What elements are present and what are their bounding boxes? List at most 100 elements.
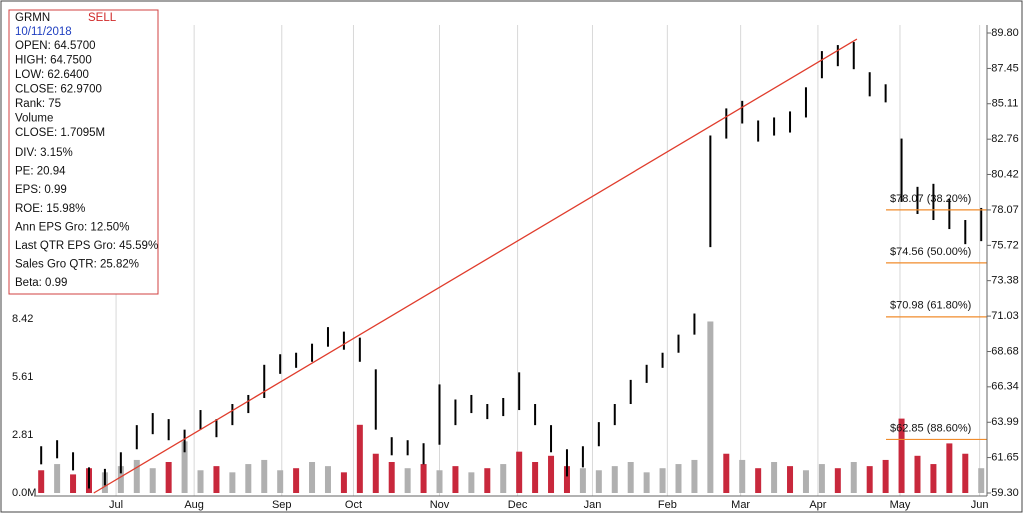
y2-tick-label: 0.0M <box>12 487 36 499</box>
volume-bar <box>356 424 363 493</box>
volume-bar <box>978 468 985 493</box>
fib-label: $62.85 (88.60%) <box>890 422 971 434</box>
fib-label: $70.98 (61.80%) <box>890 300 971 312</box>
volume-bar <box>404 468 411 493</box>
volume-bar <box>579 468 586 493</box>
info-stat: Ann EPS Gro: 12.50% <box>15 221 129 233</box>
volume-bar <box>388 462 395 493</box>
volume-bar <box>309 462 316 493</box>
x-tick-label: May <box>890 499 911 511</box>
volume-bar <box>420 464 427 493</box>
info-stat: DIV: 3.15% <box>15 147 73 159</box>
x-tick-label: Dec <box>508 499 528 511</box>
volume-bar <box>38 470 45 493</box>
volume-bar <box>563 466 570 493</box>
y-tick-label: 85.11 <box>992 98 1019 110</box>
volume-bar <box>707 321 714 493</box>
info-stat: Last QTR EPS Gro: 45.59% <box>15 240 158 252</box>
volume-bar <box>436 470 443 493</box>
volume-bar <box>834 468 841 493</box>
info-box <box>8 9 159 295</box>
y2-tick-label: 8.42 <box>12 313 33 325</box>
volume-bar <box>866 466 873 493</box>
volume-bar <box>181 441 188 493</box>
volume-bar <box>850 462 857 493</box>
y-tick-label: 78.07 <box>991 204 1019 216</box>
info-line: Volume <box>15 113 53 125</box>
fib-label: $74.56 (50.00%) <box>890 246 971 258</box>
y-tick-label: 75.72 <box>991 239 1019 251</box>
volume-bar <box>516 451 523 493</box>
info-line: OPEN: 64.5700 <box>15 40 96 52</box>
volume-bar <box>149 468 156 493</box>
ticker: GRMN <box>15 12 50 24</box>
volume-bar <box>962 453 969 493</box>
volume-bar <box>197 470 204 493</box>
volume-bar <box>54 464 61 493</box>
y-tick-label: 80.42 <box>991 168 1019 180</box>
x-tick-label: Apr <box>809 499 826 511</box>
y-tick-label: 63.99 <box>991 416 1019 428</box>
volume-bar <box>213 466 220 493</box>
info-stat: Beta: 0.99 <box>15 277 67 289</box>
y2-tick-label: 2.81 <box>12 429 33 441</box>
volume-bar <box>787 466 794 493</box>
volume-bar <box>898 418 905 493</box>
volume-bar <box>659 468 666 493</box>
y-tick-label: 73.38 <box>991 275 1019 287</box>
volume-bar <box>771 462 778 493</box>
x-tick-label: Jan <box>584 499 602 511</box>
volume-bar <box>548 455 555 493</box>
info-line: CLOSE: 62.9700 <box>15 84 102 96</box>
y-tick-label: 66.34 <box>991 381 1019 393</box>
volume-bar <box>165 462 172 493</box>
volume-bar <box>468 472 475 493</box>
y-tick-label: 68.68 <box>991 345 1019 357</box>
info-stat: Sales Gro QTR: 25.82% <box>15 259 139 271</box>
volume-bar <box>340 472 347 493</box>
volume-bar <box>930 464 937 493</box>
volume-bar <box>595 470 602 493</box>
volume-bar <box>277 470 284 493</box>
x-tick-label: Oct <box>345 499 362 511</box>
volume-bar <box>691 459 698 493</box>
info-line: HIGH: 64.7500 <box>15 55 92 67</box>
y-tick-label: 61.65 <box>991 451 1019 463</box>
x-tick-label: Jun <box>971 499 989 511</box>
volume-bar <box>484 468 491 493</box>
volume-bar <box>818 464 825 493</box>
y-tick-label: 87.45 <box>991 62 1019 74</box>
volume-bar <box>261 459 268 493</box>
volume-bar <box>133 459 140 493</box>
volume-bar <box>117 466 124 493</box>
info-stat: EPS: 0.99 <box>15 184 67 196</box>
volume-bar <box>723 453 730 493</box>
volume-bar <box>245 464 252 493</box>
fib-label: $78.07 (38.20%) <box>890 193 971 205</box>
info-line: LOW: 62.6400 <box>15 69 89 81</box>
volume-bar <box>946 443 953 493</box>
y-tick-label: 59.30 <box>991 487 1019 499</box>
volume-bar <box>452 466 459 493</box>
info-stat: PE: 20.94 <box>15 166 66 178</box>
volume-bar <box>229 472 236 493</box>
volume-bar <box>532 462 539 493</box>
volume-bar <box>611 466 618 493</box>
y-tick-label: 71.03 <box>991 310 1019 322</box>
volume-bar <box>739 459 746 493</box>
volume-bar <box>755 468 762 493</box>
x-tick-label: Feb <box>658 499 677 511</box>
volume-bar <box>914 455 921 493</box>
info-stat: ROE: 15.98% <box>15 203 85 215</box>
info-line: Rank: 75 <box>15 98 61 110</box>
info-line: CLOSE: 1.7095M <box>15 127 105 139</box>
volume-bar <box>324 466 331 493</box>
x-tick-label: Mar <box>731 499 750 511</box>
volume-bar <box>882 459 889 493</box>
y-tick-label: 82.76 <box>991 133 1019 145</box>
volume-bar <box>675 464 682 493</box>
x-tick-label: Sep <box>272 499 292 511</box>
date: 10/11/2018 <box>15 26 72 38</box>
